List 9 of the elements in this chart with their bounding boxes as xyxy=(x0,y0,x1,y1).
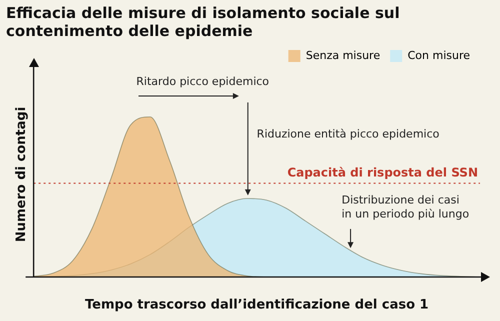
text: Ritardo picco epidemico xyxy=(136,74,270,88)
annotation: Distribuzione dei casi in un periodo più lungo xyxy=(342,193,470,220)
chart-title: Efficacia delle misure di isolamento sociale sul contenimento delle epidemie xyxy=(6,4,401,40)
x-axis-title: Tempo trascorso dall’identificazione del caso 1 xyxy=(85,298,429,313)
legend-label: Senza misure xyxy=(306,48,380,62)
ref-line-label: Capacità di risposta del SSN xyxy=(287,165,478,180)
annotation: Riduzione entità picco epidemico xyxy=(256,128,440,141)
legend-label: Con misure xyxy=(408,48,470,62)
y-axis-title: Numero di contagi xyxy=(14,106,30,242)
